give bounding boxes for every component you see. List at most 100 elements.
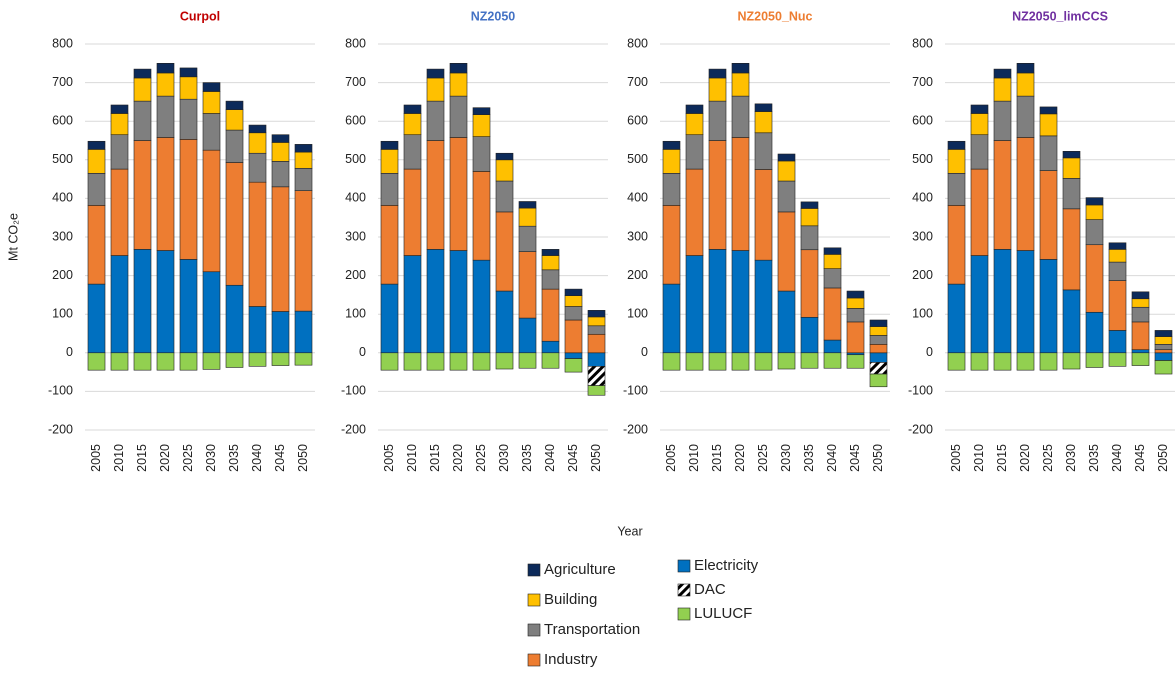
bar-segment bbox=[1016, 250, 1035, 354]
bar-segment bbox=[754, 132, 773, 170]
x-tick-label: 2005 bbox=[664, 444, 678, 472]
bar-segment bbox=[294, 352, 313, 366]
bar-segment bbox=[823, 287, 842, 341]
x-tick-label: 2045 bbox=[273, 444, 287, 472]
bar-segment bbox=[380, 283, 399, 354]
bar-segment bbox=[1154, 352, 1173, 361]
bar-segment bbox=[426, 140, 445, 250]
x-axis-label: Year bbox=[617, 524, 642, 538]
bar-segment bbox=[1039, 106, 1058, 115]
bar-segment bbox=[156, 352, 175, 371]
bar-segment bbox=[110, 255, 129, 354]
bar-segment bbox=[495, 159, 514, 182]
x-tick-label: 2030 bbox=[497, 444, 511, 472]
x-tick-label: 2020 bbox=[451, 444, 465, 472]
bar-segment bbox=[662, 149, 681, 174]
bar-segment bbox=[472, 352, 491, 371]
bar-segment bbox=[777, 180, 796, 213]
bar-segment bbox=[449, 62, 468, 74]
y-tick-label: 500 bbox=[52, 152, 73, 166]
x-tick-label: 2025 bbox=[474, 444, 488, 472]
bar-segment bbox=[449, 95, 468, 138]
legend-label: Building bbox=[544, 591, 597, 608]
legend-swatch bbox=[677, 607, 691, 621]
bar-segment bbox=[970, 352, 989, 371]
bar-segment bbox=[202, 113, 221, 151]
bar-segment bbox=[564, 358, 583, 373]
bar-segment bbox=[202, 91, 221, 114]
bar-segment bbox=[869, 319, 888, 327]
bar-segment bbox=[1039, 352, 1058, 371]
bar-segment bbox=[472, 259, 491, 354]
bar-segment bbox=[380, 352, 399, 371]
y-tick-label: 400 bbox=[52, 191, 73, 205]
bar-segment bbox=[1085, 219, 1104, 246]
bar-segment bbox=[271, 352, 290, 366]
bar-segment bbox=[1154, 336, 1173, 345]
bar-segment bbox=[800, 249, 819, 318]
y-tick-label: 500 bbox=[627, 152, 648, 166]
bar-segment bbox=[869, 344, 888, 354]
bar-segment bbox=[846, 354, 865, 369]
bar-segment bbox=[449, 72, 468, 97]
bar-segment bbox=[87, 149, 106, 174]
bar-segment bbox=[823, 339, 842, 354]
bar-segment bbox=[1016, 352, 1035, 371]
y-tick-label: 800 bbox=[345, 36, 366, 50]
bar-segment bbox=[1039, 170, 1058, 260]
bar-segment bbox=[587, 385, 606, 396]
chart-title: NZ2050 bbox=[471, 9, 516, 23]
x-tick-label: 2015 bbox=[428, 444, 442, 472]
y-tick-label: 200 bbox=[627, 268, 648, 282]
y-tick-label: -100 bbox=[48, 384, 73, 398]
x-tick-label: 2005 bbox=[89, 444, 103, 472]
y-tick-label: -100 bbox=[623, 384, 648, 398]
x-tick-label: 2015 bbox=[995, 444, 1009, 472]
y-tick-label: 100 bbox=[345, 306, 366, 320]
bar-segment bbox=[271, 186, 290, 312]
x-tick-label: 2045 bbox=[566, 444, 580, 472]
bar-segment bbox=[1039, 259, 1058, 354]
bar-segment bbox=[179, 67, 198, 78]
bar-segment bbox=[731, 137, 750, 251]
bar-segment bbox=[564, 319, 583, 354]
bar-segment bbox=[294, 310, 313, 354]
bar-segment bbox=[800, 316, 819, 354]
y-tick-label: 200 bbox=[912, 268, 933, 282]
x-tick-label: 2005 bbox=[382, 444, 396, 472]
bar-segment bbox=[225, 162, 244, 286]
bar-segment bbox=[662, 283, 681, 354]
bar-segment bbox=[846, 321, 865, 354]
bar-segment bbox=[754, 103, 773, 112]
x-tick-label: 2030 bbox=[204, 444, 218, 472]
bar-segment bbox=[133, 352, 152, 371]
bar-segment bbox=[179, 352, 198, 371]
y-tick-label: -200 bbox=[623, 422, 648, 436]
x-tick-label: 2050 bbox=[296, 444, 310, 472]
bar-segment bbox=[685, 255, 704, 354]
bar-segment bbox=[403, 352, 422, 371]
bar-segment bbox=[225, 109, 244, 131]
bar-segment bbox=[970, 255, 989, 354]
y-tick-label: 700 bbox=[345, 75, 366, 89]
x-tick-label: 2015 bbox=[710, 444, 724, 472]
bar-segment bbox=[518, 251, 537, 319]
bar-segment bbox=[426, 249, 445, 354]
bar-segment bbox=[1039, 135, 1058, 171]
bar-segment bbox=[970, 104, 989, 114]
bar-segment bbox=[1154, 344, 1173, 351]
x-tick-label: 2035 bbox=[227, 444, 241, 472]
bar-segment bbox=[110, 134, 129, 170]
bar-segment bbox=[1062, 289, 1081, 354]
bar-segment bbox=[133, 77, 152, 102]
bar-segment bbox=[587, 352, 606, 367]
bar-segment bbox=[541, 340, 560, 354]
legend-swatch bbox=[677, 583, 691, 597]
bar-segment bbox=[800, 352, 819, 369]
bar-segment bbox=[1085, 244, 1104, 313]
bar-segment bbox=[202, 82, 221, 92]
y-tick-label: 800 bbox=[52, 36, 73, 50]
bar-segment bbox=[685, 134, 704, 170]
legend-label: Transportation bbox=[544, 621, 640, 638]
bar-segment bbox=[110, 352, 129, 371]
